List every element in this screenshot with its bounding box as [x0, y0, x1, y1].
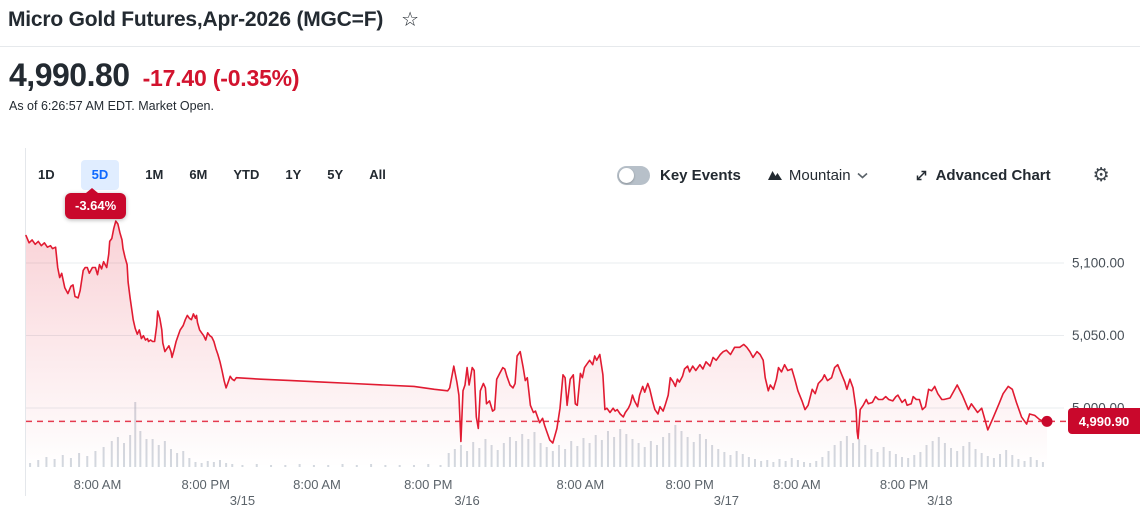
last-price: 4,990.80	[9, 57, 130, 93]
x-axis-date-label: 3/15	[230, 493, 255, 508]
current-price-badge: 4,990.90	[1068, 408, 1140, 435]
chart-type-label: Mountain	[788, 166, 851, 184]
toggle-knob	[619, 167, 634, 183]
page-title: Micro Gold Futures,Apr-2026 (MGC=F)	[8, 8, 384, 31]
price-change: -17.40 (-0.35%)	[143, 65, 300, 92]
x-axis-date-label: 3/17	[714, 493, 739, 508]
change-value: -17.40	[142, 65, 207, 91]
range-tab-all[interactable]: All	[369, 167, 386, 182]
range-tab-ytd[interactable]: YTD	[233, 167, 260, 182]
range-tab-1m[interactable]: 1M	[145, 167, 164, 182]
header: Micro Gold Futures,Apr-2026 (MGC=F) ☆	[8, 8, 419, 32]
range-tab-5d[interactable]: 5D	[80, 160, 120, 190]
x-axis-time-label: 8:00 PM	[880, 477, 928, 492]
star-watchlist-icon[interactable]: ☆	[401, 9, 420, 31]
key-events-label: Key Events	[660, 166, 741, 184]
gear-settings-icon[interactable]: ⚙	[1092, 164, 1110, 186]
expand-arrows-icon	[916, 170, 926, 180]
header-divider	[0, 46, 1140, 47]
x-axis-time-label: 8:00 AM	[293, 477, 341, 492]
advanced-chart-label: Advanced Chart	[935, 166, 1051, 184]
chart-left-border	[25, 148, 26, 496]
x-axis-date-label: 3/18	[927, 493, 952, 508]
price-line	[25, 220, 1048, 444]
x-axis-time-label: 8:00 AM	[773, 477, 821, 492]
quote-summary: 4,990.80 -17.40 (-0.35%)	[9, 57, 300, 94]
x-axis-date-label: 3/16	[454, 493, 479, 508]
x-axis-time-label: 8:00 PM	[404, 477, 452, 492]
advanced-chart-button[interactable]: Advanced Chart	[914, 167, 1051, 184]
range-change-badge: -3.64%	[65, 188, 127, 219]
range-tab-6m[interactable]: 6M	[189, 167, 208, 182]
x-axis-time-label: 8:00 PM	[665, 477, 713, 492]
key-events-toggle[interactable]	[617, 165, 650, 185]
range-tabs: 1D 5D 1M 6M YTD 1Y 5Y All	[38, 160, 386, 190]
chart-type-dropdown[interactable]: Mountain	[767, 167, 868, 184]
as-of-status: As of 6:26:57 AM EDT. Market Open.	[9, 99, 214, 113]
mountain-icon	[767, 171, 782, 180]
price-area-fill	[26, 221, 1047, 468]
y-axis-label: 5,100.00	[1072, 256, 1125, 271]
chart-tools: Key Events Mountain Advanced Chart ⚙	[617, 163, 1110, 187]
range-tab-1y[interactable]: 1Y	[285, 167, 302, 182]
x-axis-time-label: 8:00 AM	[557, 477, 605, 492]
x-axis-time-label: 8:00 AM	[74, 477, 122, 492]
y-axis-label: 5,050.00	[1072, 328, 1125, 343]
current-price-dot	[1041, 415, 1053, 427]
range-tab-5y[interactable]: 5Y	[327, 167, 344, 182]
range-tab-1d[interactable]: 1D	[38, 167, 55, 182]
x-axis-time-label: 8:00 PM	[181, 477, 229, 492]
change-percent: (-0.35%)	[212, 65, 300, 91]
chevron-down-icon	[857, 172, 868, 179]
